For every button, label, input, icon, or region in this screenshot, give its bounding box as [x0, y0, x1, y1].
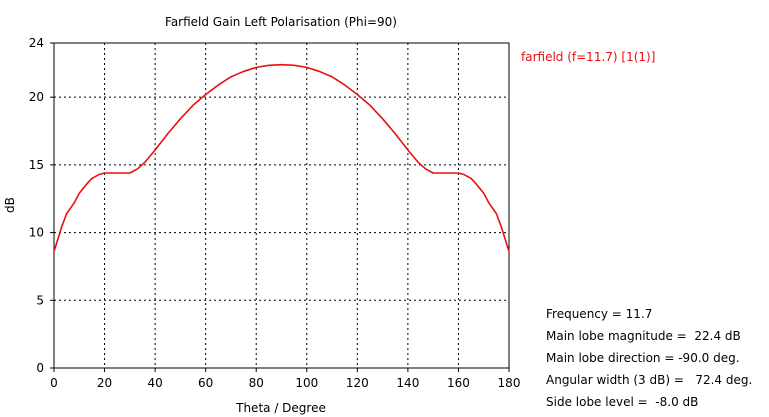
- x-tick-label: 0: [50, 376, 58, 390]
- x-tick-label: 160: [447, 376, 470, 390]
- x-tick-label: 20: [97, 376, 112, 390]
- x-tick-label: 120: [346, 376, 369, 390]
- plot-area-frame: [53, 42, 510, 369]
- x-tick-label: 140: [396, 376, 419, 390]
- x-tick-label: 100: [295, 376, 318, 390]
- legend-entry-farfield: farfield (f=11.7) [1(1)]: [521, 50, 655, 64]
- x-tick-label: 180: [498, 376, 521, 390]
- chart-title: Farfield Gain Left Polarisation (Phi=90): [165, 15, 397, 29]
- info-side-lobe-level: Side lobe level = -8.0 dB: [546, 395, 699, 409]
- info-main-lobe-magnitude: Main lobe magnitude = 22.4 dB: [546, 329, 741, 343]
- y-axis-label: dB: [3, 197, 17, 213]
- y-axis-ticks: 0 5 10 15 20 24: [29, 36, 54, 375]
- x-tick-label: 60: [198, 376, 213, 390]
- y-tick-label: 5: [36, 293, 44, 307]
- x-tick-label: 80: [249, 376, 264, 390]
- series-line-0: [53, 63, 510, 253]
- y-tick-label: 24: [29, 36, 44, 50]
- y-tick-label: 15: [29, 158, 44, 172]
- y-tick-label: 10: [29, 226, 44, 240]
- series-layer: [53, 63, 510, 253]
- grid-lines: [54, 43, 509, 368]
- info-main-lobe-direction: Main lobe direction = -90.0 deg.: [546, 351, 740, 365]
- info-angular-width: Angular width (3 dB) = 72.4 deg.: [546, 373, 753, 387]
- x-tick-label: 40: [147, 376, 162, 390]
- y-tick-label: 20: [29, 90, 44, 104]
- x-axis-ticks: 0 20 40 60 80 100 120 140 160 180: [50, 368, 520, 390]
- x-axis-label: Theta / Degree: [235, 401, 326, 415]
- y-tick-label: 0: [36, 361, 44, 375]
- info-frequency: Frequency = 11.7: [546, 307, 653, 321]
- result-info-panel: Frequency = 11.7 Main lobe magnitude = 2…: [546, 303, 769, 413]
